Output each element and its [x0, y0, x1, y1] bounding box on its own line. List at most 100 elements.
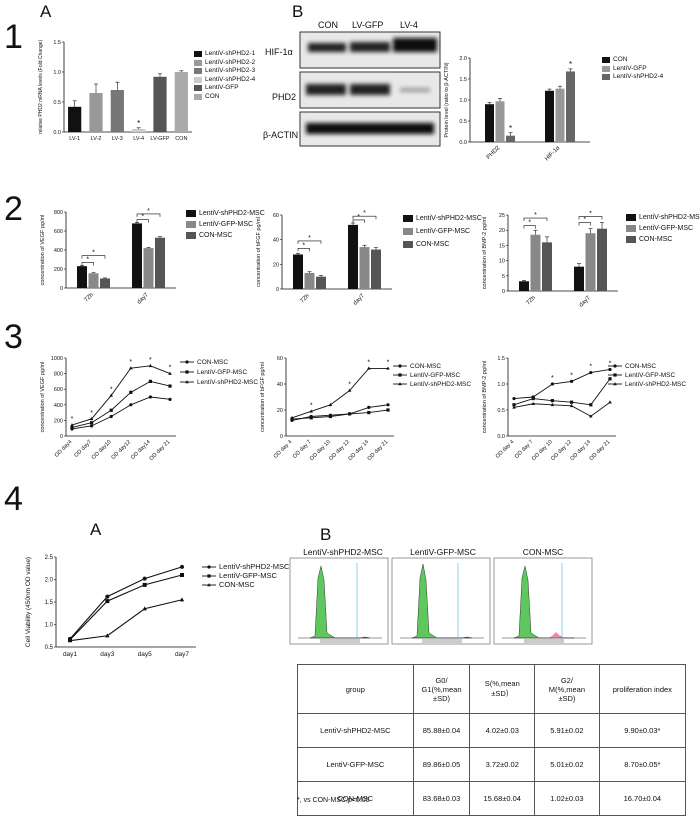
data-point: [398, 364, 402, 368]
significance-star: *: [169, 365, 172, 372]
y-axis-label: relative PHD2 mRNA levels (Fold Change): [38, 40, 44, 135]
data-point: [168, 384, 172, 388]
y-tick-label: 2.0: [459, 56, 467, 62]
x-tick-label: 72h: [526, 295, 537, 306]
series-line: [291, 404, 389, 421]
y-tick-label: 1.5: [53, 40, 61, 46]
data-point: [109, 414, 113, 419]
legend-label: LentiV-shPHD2-4: [205, 75, 256, 83]
table-footnote: *, vs CON-MSC,p<0.05: [297, 797, 370, 804]
legend-swatch: [194, 59, 202, 66]
data-point: [613, 364, 617, 368]
significance-star: *: [149, 357, 152, 364]
legend-swatch: [194, 76, 202, 83]
legend-item: LentiV-GFP: [602, 65, 663, 74]
data-point: [168, 371, 172, 375]
legend-label: LentiV-GFP-MSC: [197, 369, 248, 376]
legend-item: LentiV-shPHD2-MSC: [186, 208, 265, 219]
y-tick-label: 1.0: [45, 623, 54, 629]
legend-label: CON-MSC: [625, 363, 656, 370]
legend-swatch: [626, 214, 636, 221]
legend-label: LentiV-GFP: [613, 64, 647, 72]
significance-star: *: [308, 235, 311, 242]
data-point: [367, 411, 371, 415]
y-tick-label: 1.5: [497, 356, 505, 362]
y-tick-label: 400: [54, 403, 63, 409]
data-point: [67, 638, 73, 643]
legend-item: LentiV-shPHD2-MSC: [626, 212, 700, 223]
legend-label: LentiV-shPHD2-MSC: [197, 379, 258, 386]
y-tick-label: 200: [54, 267, 63, 273]
significance-star: *: [528, 220, 531, 227]
series-line: [69, 574, 183, 641]
table-cell: 4.02±0.03: [469, 713, 536, 748]
y-tick-label: 2.5: [45, 555, 54, 561]
panel-4-letter-b: B: [320, 525, 332, 544]
legend-label: LentiV-shPHD2-1: [205, 50, 256, 57]
significance-bracket: [136, 219, 149, 223]
legend-swatch: [403, 228, 413, 235]
legend-2-bmp2: LentiV-shPHD2-MSC LentiV-GFP-MSC CON-MSC: [626, 212, 700, 245]
bar: [155, 237, 165, 288]
bar: [88, 273, 99, 288]
data-point: [142, 576, 147, 581]
table-cell: LentiV-GFP-MSC: [297, 747, 414, 782]
y-tick-label: 0: [276, 287, 279, 293]
blot-row-phd2: PHD2: [272, 92, 297, 102]
legend-item: LentiV-GFP-MSC: [186, 219, 265, 230]
significance-star: *: [589, 364, 592, 371]
table-cell: 89.86±0.05: [412, 747, 471, 782]
y-tick-label: 1.0: [497, 382, 505, 388]
y-axis-label: concentration of bFGF pg/ml: [260, 362, 266, 432]
data-point: [105, 594, 110, 599]
series-line: [513, 368, 611, 400]
table-cell: 5.01±0.02: [534, 747, 600, 782]
panel-1-letter-b: B: [292, 2, 304, 21]
data-point: [207, 565, 211, 569]
y-tick-label: 0: [60, 434, 63, 440]
data-point: [142, 606, 147, 611]
data-point: [608, 400, 612, 404]
bar: [585, 233, 596, 291]
data-point: [348, 412, 352, 416]
table-cell: 16.70±0.04: [598, 781, 687, 816]
x-tick-label: 72h: [300, 293, 311, 304]
x-tick-label: day7: [175, 651, 189, 658]
data-point: [347, 388, 352, 392]
y-tick-label: 0: [280, 434, 283, 440]
significance-bracket: [297, 248, 310, 252]
data-point: [386, 408, 390, 412]
legend-label: CON-MSC: [416, 241, 450, 248]
legend-item: CON: [194, 93, 255, 102]
data-point: [185, 380, 189, 384]
y-tick-label: 2.0: [45, 578, 54, 584]
y-tick-label: 800: [54, 210, 63, 216]
significance-star: *: [570, 372, 573, 379]
legend-swatch: [186, 221, 196, 228]
y-tick-label: 1000: [51, 356, 63, 362]
data-point: [105, 633, 110, 638]
y-tick-label: 60: [273, 213, 279, 219]
significance-star: *: [310, 402, 313, 409]
data-point: [89, 416, 94, 421]
data-point: [328, 414, 332, 419]
legend-swatch: [626, 225, 636, 232]
data-point: [109, 393, 113, 397]
significance-star: *: [90, 410, 93, 417]
legend-label: CON-MSC: [639, 236, 673, 243]
y-tick-label: 0.0: [53, 130, 61, 136]
legend-swatch: [194, 68, 202, 75]
y-tick-label: 1.5: [459, 77, 467, 83]
bar: [143, 248, 154, 288]
legend-label: LentiV-shPHD2-MSC: [639, 214, 700, 221]
bar: [542, 242, 552, 291]
y-tick-label: 0.5: [459, 119, 467, 125]
data-point: [608, 377, 612, 381]
blot-col-lv-4: LV-4: [400, 20, 418, 30]
data-point: [168, 397, 172, 401]
significance-star: *: [147, 208, 150, 215]
data-point: [367, 405, 371, 409]
series-line: [71, 380, 171, 428]
legend-label: LentiV-GFP-MSC: [410, 372, 461, 379]
